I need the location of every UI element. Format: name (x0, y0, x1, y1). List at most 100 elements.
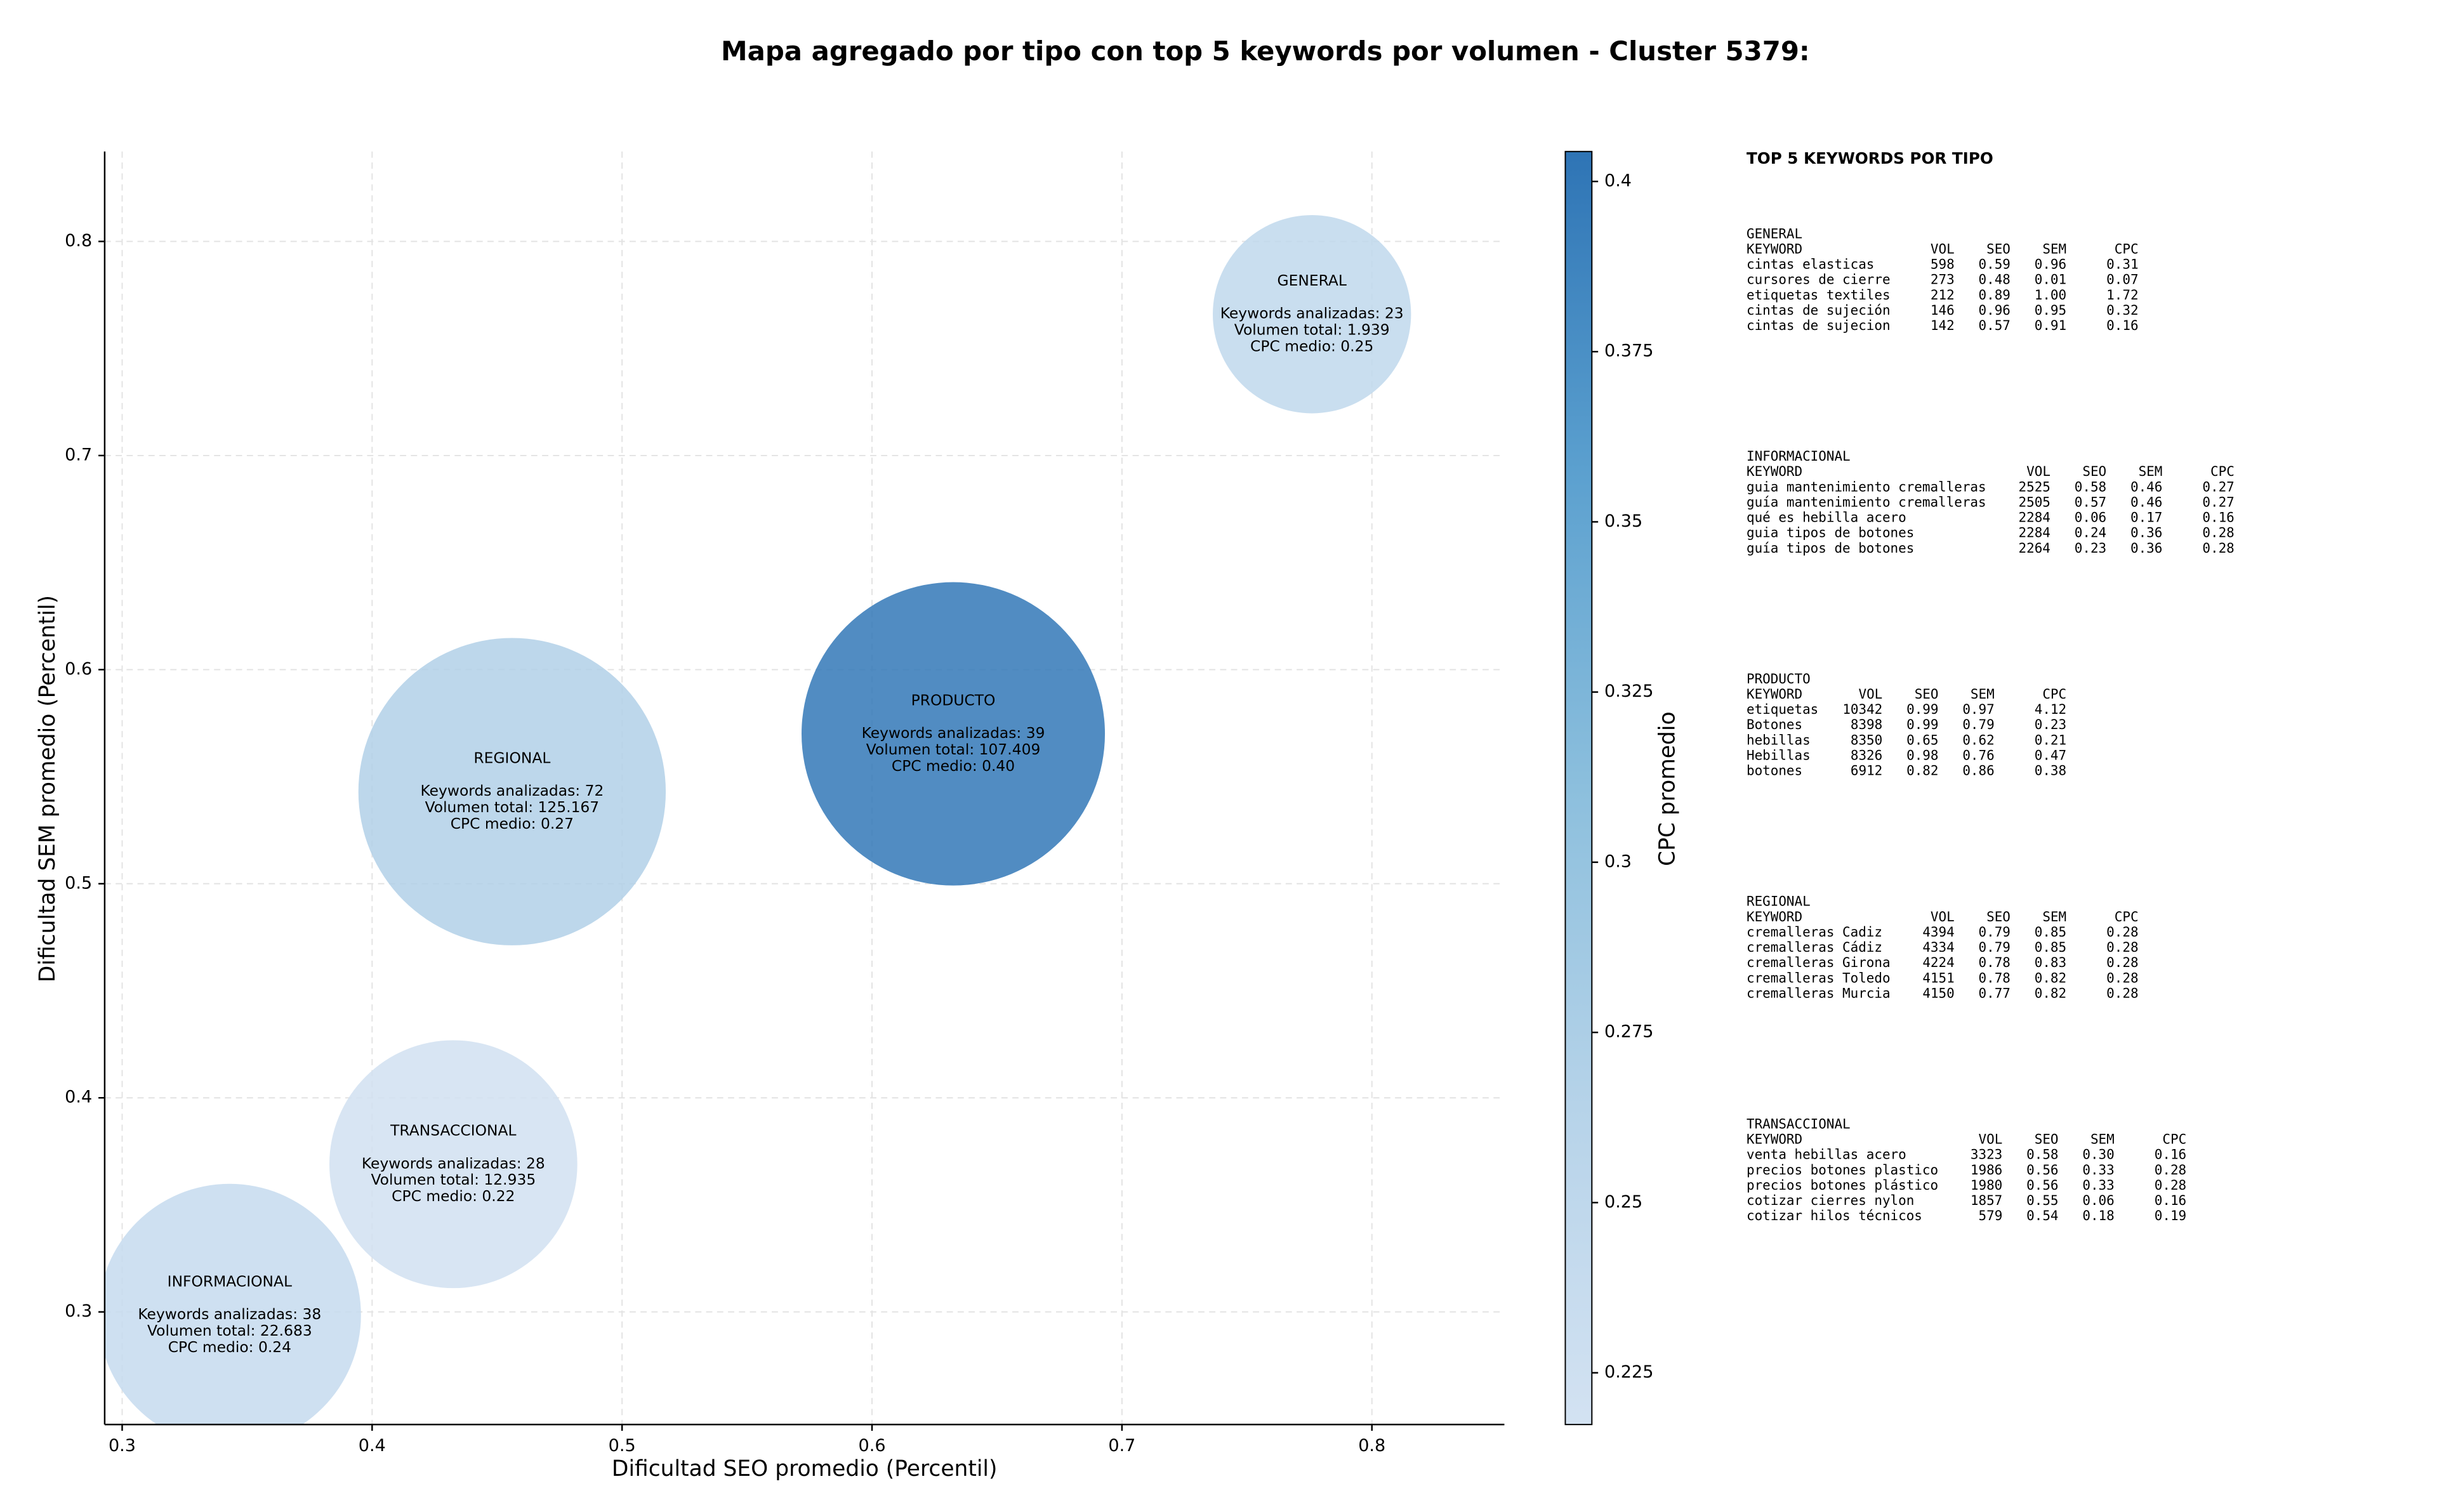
table-cell: CPC (2162, 1132, 2186, 1147)
table-cell: 2284 (2019, 510, 2051, 525)
table-cell: SEM (2042, 909, 2066, 924)
table-cell: guía mantenimiento cremalleras (1747, 494, 1986, 509)
table-cell: 1857 (1971, 1193, 2002, 1208)
table-cell: 0.06 (2082, 1193, 2114, 1208)
table-cell: 273 (1931, 272, 1955, 287)
table-cell: cremalleras Cadiz (1747, 924, 1882, 940)
table-cell: VOL (2026, 464, 2051, 479)
table-cell: 0.99 (1906, 702, 1938, 717)
table-cell: 0.78 (1979, 970, 2011, 985)
table-cell: 0.85 (2035, 940, 2066, 955)
table-cell: 4150 (1922, 985, 1954, 1001)
table-cell: 10342 (1842, 702, 1882, 717)
bubble-label: CPC medio: 0.24 (168, 1338, 291, 1356)
table-cell: KEYWORD (1747, 241, 1802, 256)
colorbar-tick-label: 0.225 (1604, 1362, 1653, 1382)
table-cell: 146 (1931, 303, 1955, 318)
table-cell: SEO (1915, 687, 1939, 702)
table-cell: CPC (2210, 464, 2235, 479)
table-cell: 0.30 (2082, 1147, 2114, 1162)
x-tick-label: 0.7 (1108, 1436, 1135, 1456)
group-name: GENERAL (1747, 226, 1802, 241)
table-cell: 0.19 (2155, 1208, 2186, 1223)
table-cell: 0.77 (1979, 985, 2011, 1001)
x-tick-label: 0.8 (1358, 1436, 1385, 1456)
table-cell: CPC (2115, 909, 2139, 924)
table-cell: SEO (1986, 909, 2011, 924)
table-cell: 0.28 (2106, 985, 2138, 1001)
table-cell: 0.82 (2035, 985, 2066, 1001)
table-cell: 0.38 (2035, 763, 2066, 779)
colorbar-tick-label: 0.25 (1604, 1192, 1642, 1212)
table-cell: 2264 (2019, 541, 2051, 556)
y-tick-label: 0.7 (65, 445, 92, 464)
table-cell: 0.18 (2082, 1208, 2114, 1223)
table-cell: 4224 (1922, 955, 1954, 970)
table-cell: Hebillas (1747, 747, 1811, 763)
table-cell: 0.23 (2035, 717, 2066, 732)
table-cell: 0.27 (2202, 494, 2234, 509)
table-cell: 4334 (1922, 940, 1954, 955)
table-cell: cremalleras Girona (1747, 955, 1891, 970)
bubble-label: CPC medio: 0.40 (892, 757, 1015, 775)
bubble-label: Volumen total: 1.939 (1234, 321, 1390, 339)
table-cell: 0.01 (2035, 272, 2066, 287)
table-cell: cremalleras Toledo (1747, 970, 1891, 985)
bubble-label: Volumen total: 125.167 (425, 798, 600, 816)
colorbar-label: CPC promedio (1654, 711, 1680, 865)
bubble-label: Keywords analizadas: 39 (862, 724, 1045, 742)
table-cell: 4151 (1922, 970, 1954, 985)
group-name: TRANSACCIONAL (1747, 1116, 1851, 1131)
table-cell: cremalleras Murcia (1747, 985, 1891, 1001)
table-cell: 0.16 (2155, 1193, 2186, 1208)
table-cell: 0.82 (2035, 970, 2066, 985)
table-cell: 1986 (1971, 1162, 2002, 1178)
group-name: PRODUCTO (1747, 671, 1811, 687)
bubble-label: Keywords analizadas: 38 (138, 1305, 321, 1323)
bubble-label: PRODUCTO (911, 691, 996, 709)
table-cell: 0.07 (2106, 272, 2138, 287)
table-cell: 3323 (1971, 1147, 2002, 1162)
table-cell: 0.16 (2202, 510, 2234, 525)
bubble (329, 1040, 578, 1289)
table-cell: precios botones plástico (1747, 1178, 1938, 1193)
table-cell: 0.48 (1979, 272, 2011, 287)
table-cell: 0.78 (1979, 955, 2011, 970)
table-cell: CPC (2115, 241, 2139, 256)
table-cell: 1980 (1971, 1178, 2002, 1193)
table-cell: VOL (1979, 1132, 2003, 1147)
table-cell: 0.46 (2130, 479, 2162, 494)
table-cell: 0.06 (2075, 510, 2106, 525)
table-cell: 8326 (1851, 747, 1882, 763)
table-cell: 0.33 (2082, 1178, 2114, 1193)
table-cell: 4.12 (2035, 702, 2066, 717)
x-tick-label: 0.6 (859, 1436, 886, 1456)
table-cell: 2284 (2019, 525, 2051, 541)
table-cell: 0.59 (1979, 257, 2011, 272)
colorbar-tick-label: 0.4 (1604, 171, 1632, 190)
table-cell: SEO (2082, 464, 2106, 479)
table-cell: KEYWORD (1747, 687, 1802, 702)
table-cell: 0.58 (2026, 1147, 2058, 1162)
table-cell: 0.98 (1906, 747, 1938, 763)
group-name: REGIONAL (1747, 894, 1811, 909)
table-cell: 8398 (1851, 717, 1882, 732)
table-cell: 2505 (2019, 494, 2051, 509)
y-axis-label: Dificultad SEM promedio (Percentil) (35, 595, 60, 982)
table-cell: 0.21 (2035, 732, 2066, 747)
bubble-label: Volumen total: 12.935 (371, 1171, 536, 1188)
table-cell: 0.24 (2075, 525, 2106, 541)
table-cell: VOL (1931, 909, 1955, 924)
table-cell: SEM (2139, 464, 2163, 479)
group-name: INFORMACIONAL (1747, 449, 1851, 464)
bubble-label: CPC medio: 0.22 (392, 1187, 515, 1205)
x-tick-label: 0.3 (109, 1436, 136, 1456)
y-tick-label: 0.3 (65, 1301, 92, 1321)
table-cell: 2525 (2019, 479, 2051, 494)
table-cell: 0.28 (2202, 541, 2234, 556)
table-cell: KEYWORD (1747, 464, 1802, 479)
bubble-label: CPC medio: 0.27 (451, 815, 574, 832)
colorbar-tick-label: 0.275 (1604, 1022, 1653, 1042)
table-cell: 0.79 (1979, 940, 2011, 955)
table-cell: SEM (2042, 241, 2066, 256)
